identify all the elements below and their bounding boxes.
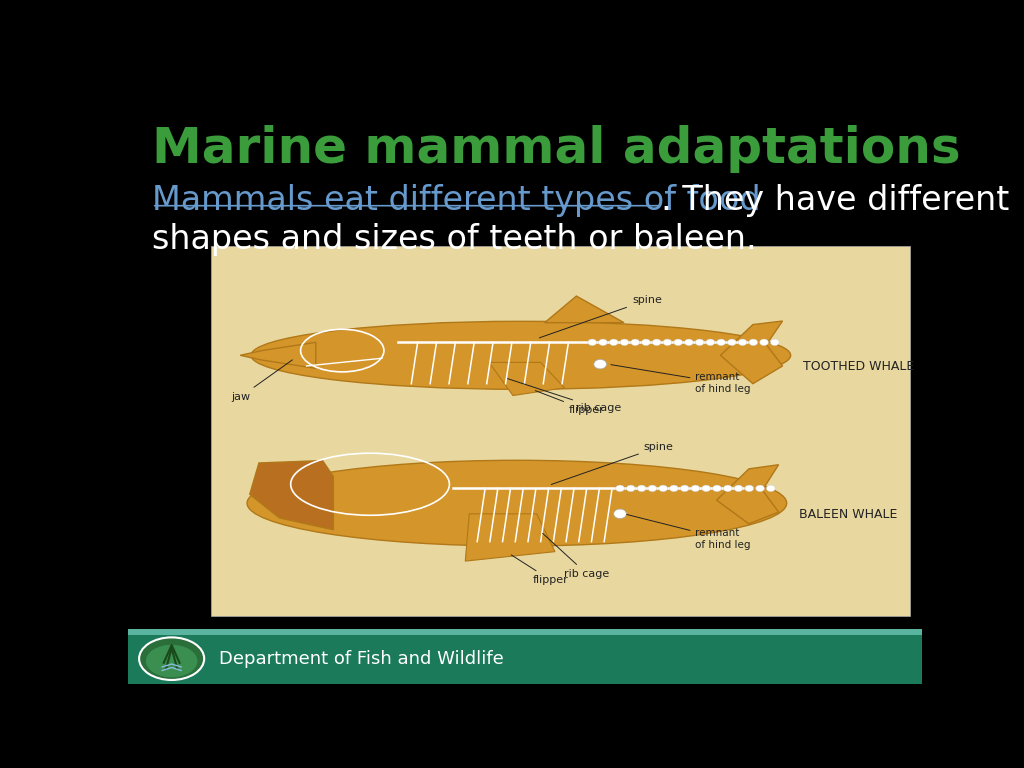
Circle shape [706,339,715,346]
Polygon shape [241,343,315,369]
Bar [128,634,922,684]
Circle shape [723,485,732,492]
Text: . They have different: . They have different [662,184,1010,217]
Circle shape [627,485,635,492]
Text: Mammals eat different types of food: Mammals eat different types of food [152,184,761,217]
Bar [211,246,909,615]
Text: jaw: jaw [231,360,293,402]
Circle shape [756,485,764,492]
Text: flipper: flipper [536,391,604,415]
Circle shape [594,359,606,369]
Circle shape [609,339,618,346]
Text: rib cage: rib cage [508,379,622,413]
Circle shape [664,339,672,346]
Circle shape [637,485,646,492]
Circle shape [652,339,662,346]
Circle shape [642,339,650,346]
Bar [128,629,922,635]
Circle shape [701,485,711,492]
Text: remnant
of hind leg: remnant of hind leg [627,515,751,550]
Polygon shape [545,296,624,323]
Text: spine: spine [540,295,662,338]
Circle shape [631,339,640,346]
Text: TOOTHED WHALE: TOOTHED WHALE [803,360,913,373]
Circle shape [684,339,693,346]
Polygon shape [721,321,782,384]
Text: shapes and sizes of teeth or baleen.: shapes and sizes of teeth or baleen. [152,223,757,257]
Circle shape [770,339,779,346]
Polygon shape [250,461,334,530]
Circle shape [760,339,768,346]
Text: rib cage: rib cage [543,534,609,579]
Circle shape [727,339,736,346]
Circle shape [674,339,683,346]
Circle shape [621,339,629,346]
Polygon shape [717,465,778,524]
Circle shape [713,485,721,492]
Circle shape [744,485,754,492]
Text: Department of Fish and Wildlife: Department of Fish and Wildlife [219,650,504,668]
Circle shape [738,339,746,346]
Polygon shape [465,514,555,561]
Circle shape [613,509,627,518]
Circle shape [588,339,597,346]
Circle shape [680,485,689,492]
Circle shape [749,339,758,346]
Ellipse shape [247,460,786,546]
Circle shape [717,339,725,346]
Circle shape [695,339,703,346]
Circle shape [734,485,742,492]
Circle shape [648,485,656,492]
Polygon shape [489,362,564,396]
Ellipse shape [145,645,198,677]
Circle shape [599,339,607,346]
Circle shape [670,485,678,492]
Circle shape [766,485,775,492]
Circle shape [658,485,668,492]
Text: remnant
of hind leg: remnant of hind leg [611,365,751,394]
Text: spine: spine [551,442,674,485]
Ellipse shape [251,321,791,389]
Text: Marine mammal adaptations: Marine mammal adaptations [152,124,961,173]
Ellipse shape [139,637,204,680]
Text: BALEEN WHALE: BALEEN WHALE [799,508,897,521]
Text: flipper: flipper [511,555,568,585]
Circle shape [691,485,699,492]
Circle shape [615,485,625,492]
